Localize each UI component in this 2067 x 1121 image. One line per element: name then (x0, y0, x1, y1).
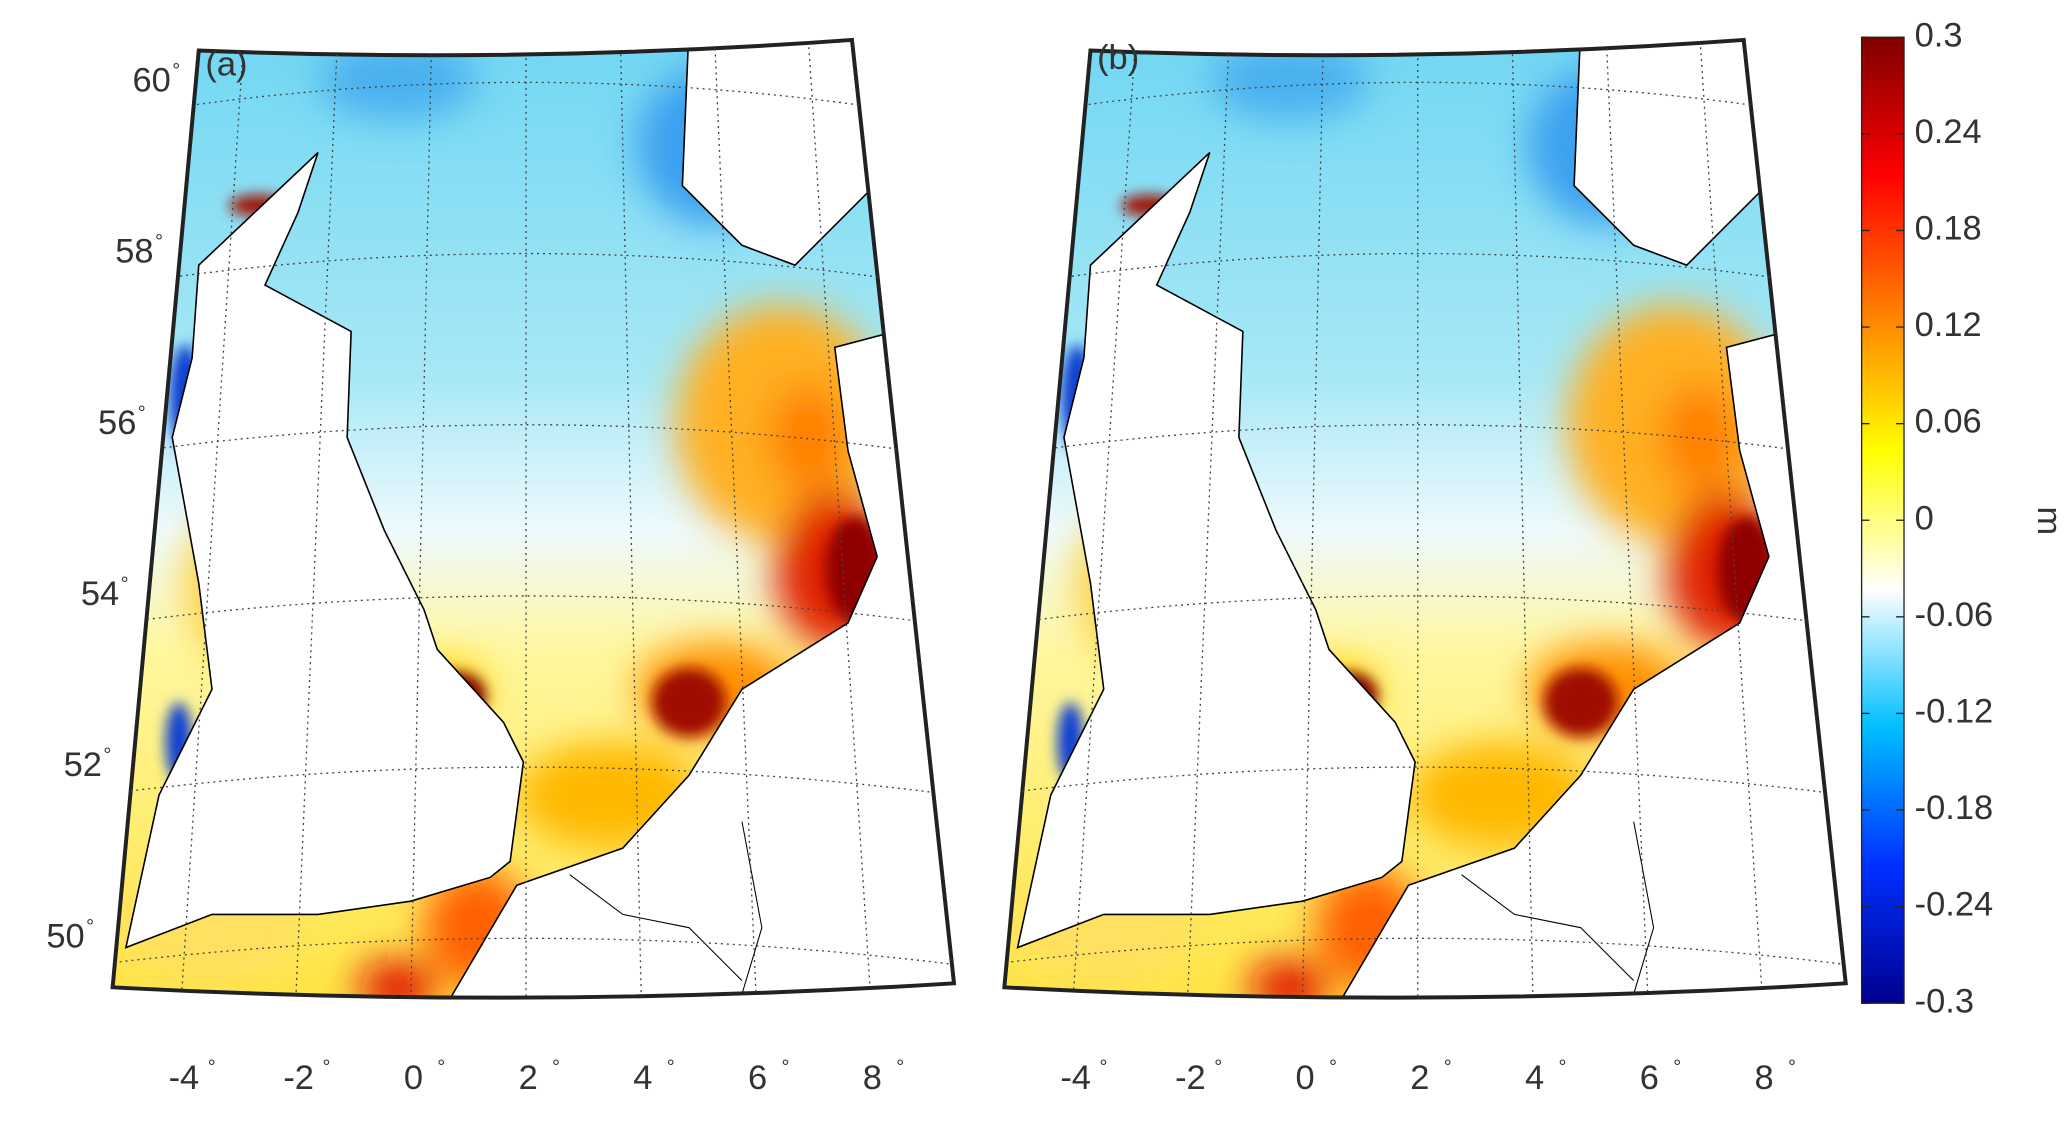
degree-mark: ° (667, 1056, 675, 1078)
map-panel-a (80, 27, 1008, 1034)
map-panel-b (971, 27, 1899, 1034)
lon-tick-label: 8 (1755, 1059, 1774, 1097)
degree-mark: ° (896, 1056, 904, 1078)
colorbar-tick-label: 0.18 (1915, 210, 1982, 248)
panel-label: (a) (205, 46, 247, 84)
colorbar-tick-label: 0.24 (1915, 113, 1982, 151)
degree-mark: ° (1558, 1056, 1566, 1078)
grid-line (112, 766, 954, 806)
degree-mark: ° (1329, 1056, 1337, 1078)
colorbar-tick-label: 0.06 (1915, 403, 1982, 441)
colorbar-tick-label: -0.12 (1915, 693, 1994, 731)
lat-tick-label: 52 (64, 746, 102, 784)
degree-mark: ° (1673, 1056, 1681, 1078)
lon-tick-label: 2 (519, 1059, 538, 1097)
degree-mark: ° (155, 231, 163, 253)
degree-mark: ° (781, 1056, 789, 1078)
lon-tick-label: 0 (1296, 1059, 1315, 1097)
lon-tick-label: 6 (1640, 1059, 1659, 1097)
degree-mark: ° (86, 916, 94, 938)
lat-tick-label: 58 (115, 233, 153, 271)
lat-tick-label: 56 (98, 404, 136, 442)
lon-tick-label: 4 (633, 1059, 652, 1097)
colorbar-tick-label: -0.3 (1915, 982, 1974, 1020)
degree-mark: ° (1788, 1056, 1796, 1078)
degree-mark: ° (1444, 1056, 1452, 1078)
grid-line (112, 81, 954, 121)
colorbar-tick-label: -0.24 (1915, 886, 1994, 924)
lon-tick-label: -2 (1175, 1059, 1206, 1097)
degree-mark: ° (1099, 1056, 1107, 1078)
lon-tick-label: 6 (748, 1059, 767, 1097)
lat-tick-label: 50 (46, 917, 84, 955)
panel-grid (1004, 39, 1846, 998)
colorbar-tick-label: 0.3 (1915, 16, 1963, 54)
degree-mark: ° (121, 574, 129, 596)
degree-mark: ° (172, 60, 180, 82)
lat-tick-label: 60 (132, 61, 170, 99)
lon-tick-label: 2 (1410, 1059, 1429, 1097)
lon-tick-label: -4 (1060, 1059, 1091, 1097)
grid-line (1004, 81, 1846, 121)
degree-mark: ° (1214, 1056, 1222, 1078)
panel-label: (b) (1097, 39, 1139, 77)
grid-line (1004, 937, 1846, 977)
grid-line (112, 937, 954, 977)
degree-mark: ° (103, 745, 111, 767)
lon-tick-label: 4 (1525, 1059, 1544, 1097)
degree-mark: ° (138, 402, 146, 424)
lon-tick-label: 0 (404, 1059, 423, 1097)
colorbar-tick-label: 0.12 (1915, 306, 1982, 344)
graticule (112, 39, 1846, 998)
colorbar-tick-label: 0 (1915, 499, 1934, 537)
lat-tick-label: 54 (81, 575, 119, 613)
lon-tick-label: 8 (863, 1059, 882, 1097)
colorbar-tick-label: -0.18 (1915, 789, 1994, 827)
degree-mark: ° (208, 1056, 216, 1078)
lon-tick-label: -2 (283, 1059, 314, 1097)
colorbar-tick-label: -0.06 (1915, 596, 1994, 634)
grid-line (1004, 252, 1846, 292)
panel-grid (112, 39, 954, 998)
grid-line (112, 252, 954, 292)
degree-mark: ° (437, 1056, 445, 1078)
degree-mark: ° (552, 1056, 560, 1078)
grid-line (1004, 766, 1846, 806)
degree-mark: ° (323, 1056, 331, 1078)
lon-tick-label: -4 (169, 1059, 200, 1097)
colorbar-unit: m (2030, 507, 2067, 536)
